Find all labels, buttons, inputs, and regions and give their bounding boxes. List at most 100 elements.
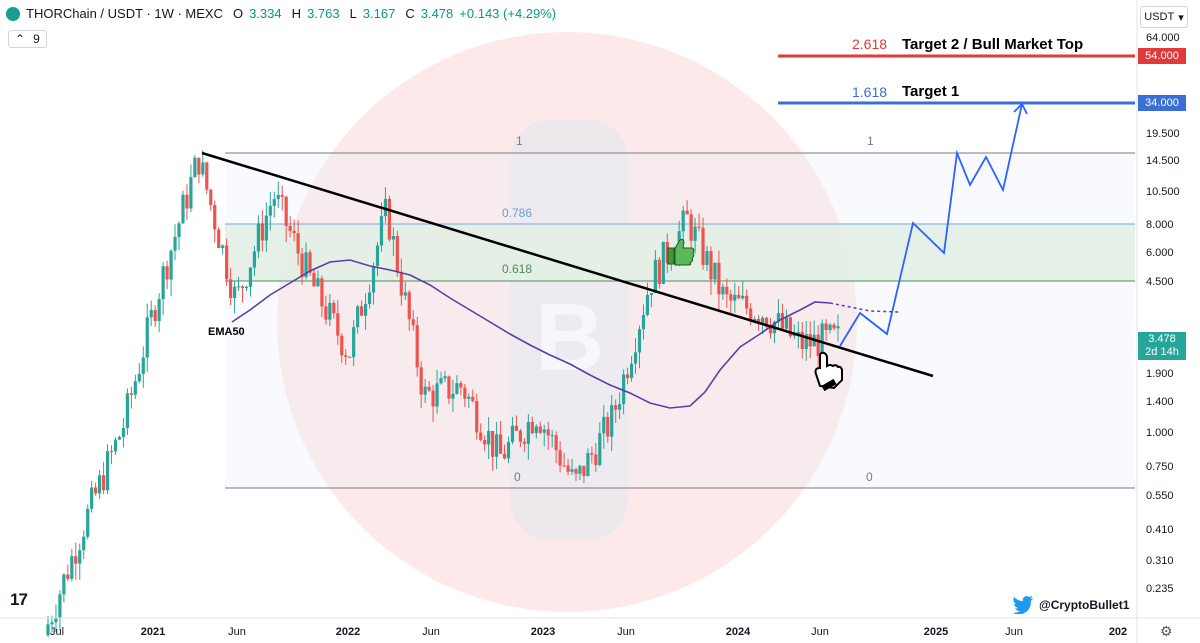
candle-body bbox=[796, 331, 800, 334]
ema50-label: EMA50 bbox=[208, 326, 245, 338]
candle-body bbox=[423, 386, 427, 395]
candle-body bbox=[649, 293, 654, 295]
candle-body bbox=[229, 279, 233, 299]
candle-body bbox=[109, 451, 114, 453]
candle-body bbox=[288, 225, 292, 232]
candle-body bbox=[407, 292, 411, 320]
price-tick-label: 19.500 bbox=[1146, 128, 1180, 140]
candle-body bbox=[570, 469, 574, 472]
candle-body bbox=[510, 425, 515, 443]
candle-body bbox=[356, 306, 360, 328]
fib-label-1b: 1 bbox=[867, 134, 874, 148]
candle-body bbox=[312, 272, 316, 287]
candle-body bbox=[101, 475, 106, 491]
candle-body bbox=[284, 196, 288, 226]
candle-body bbox=[137, 373, 141, 382]
candle-body bbox=[419, 367, 423, 395]
candle-body bbox=[383, 198, 388, 217]
candle-body bbox=[117, 436, 122, 440]
time-tick-label: 2021 bbox=[141, 626, 165, 638]
candle-body bbox=[181, 194, 185, 224]
candle-body bbox=[332, 302, 336, 314]
candle-body bbox=[784, 317, 788, 329]
candle-body bbox=[602, 416, 606, 434]
time-tick-label: 202 bbox=[1109, 626, 1127, 638]
candle-body bbox=[221, 245, 225, 249]
fib-label-0618: 0.618 bbox=[502, 262, 532, 276]
candle-body bbox=[340, 335, 344, 356]
candle-body bbox=[534, 426, 538, 434]
candle-body bbox=[757, 318, 761, 323]
candle-body bbox=[788, 317, 792, 337]
symbol-title[interactable]: THORChain / USDT · 1W · MEXC bbox=[26, 6, 223, 21]
chevron-down-icon: ▾ bbox=[1178, 11, 1184, 24]
target1-ratio: 1.618 bbox=[852, 84, 887, 100]
candle-body bbox=[566, 465, 570, 472]
bar-countdown: 2d 14h bbox=[1145, 346, 1179, 358]
candle-body bbox=[455, 383, 459, 394]
candle-body bbox=[618, 404, 622, 410]
candle-body bbox=[693, 226, 697, 241]
candle-body bbox=[590, 453, 594, 455]
time-tick-label: Jul bbox=[50, 626, 64, 638]
candle-body bbox=[629, 363, 634, 379]
candle-body bbox=[165, 266, 169, 280]
candle-body bbox=[625, 374, 630, 379]
candle-body bbox=[411, 319, 415, 326]
candle-body bbox=[348, 356, 352, 358]
candle-body bbox=[367, 292, 372, 305]
target2-ratio: 2.618 bbox=[852, 36, 887, 52]
author-handle: @CryptoBullet1 bbox=[1039, 598, 1130, 612]
candle-body bbox=[760, 317, 765, 323]
candle-body bbox=[58, 594, 62, 618]
candle-body bbox=[217, 229, 221, 249]
candle-body bbox=[737, 294, 741, 299]
candle-body bbox=[161, 266, 165, 300]
candle-body bbox=[403, 292, 407, 296]
candle-body bbox=[62, 574, 66, 595]
candle-body bbox=[701, 227, 705, 265]
ema50-line bbox=[231, 259, 831, 409]
candle-body bbox=[661, 241, 665, 284]
candle-body bbox=[177, 223, 181, 237]
thumbs-up-icon bbox=[667, 238, 695, 266]
target2-price-tag: 54.000 bbox=[1138, 48, 1186, 64]
candle-body bbox=[316, 278, 320, 287]
candle-body bbox=[498, 434, 503, 454]
candle-body bbox=[439, 378, 443, 384]
tradingview-logo[interactable]: 17 bbox=[10, 590, 28, 609]
candle-body bbox=[633, 352, 638, 364]
candle-body bbox=[586, 453, 590, 477]
candle-body bbox=[86, 508, 90, 537]
candle-body bbox=[530, 421, 534, 434]
settings-gear-icon[interactable]: ⚙ bbox=[1160, 623, 1173, 639]
candle-body bbox=[324, 306, 328, 320]
candle-body bbox=[320, 278, 324, 307]
candle-body bbox=[800, 331, 804, 350]
price-axis: 64.00048.00025.50019.50014.50010.5008.00… bbox=[1146, 32, 1180, 595]
candle-body bbox=[276, 194, 280, 200]
candle-body bbox=[141, 357, 145, 374]
indicators-toggle[interactable]: ⌃ 9 bbox=[8, 30, 47, 48]
candle-body bbox=[606, 416, 610, 437]
candle-body bbox=[153, 310, 157, 322]
candle-body bbox=[105, 451, 110, 491]
currency-selector[interactable]: USDT ▾ bbox=[1140, 6, 1188, 28]
author-credit: @CryptoBullet1 bbox=[1012, 596, 1129, 614]
candle-body bbox=[46, 624, 50, 636]
candle-body bbox=[745, 295, 749, 309]
candle-body bbox=[792, 333, 796, 337]
candle-body bbox=[264, 215, 268, 241]
candle-body bbox=[232, 286, 237, 299]
price-tick-label: 14.500 bbox=[1146, 155, 1180, 167]
candle-body bbox=[344, 355, 348, 357]
candle-body bbox=[725, 286, 729, 295]
price-tick-label: 4.500 bbox=[1146, 276, 1174, 288]
candle-body bbox=[70, 556, 74, 579]
candle-body bbox=[522, 441, 526, 444]
fib-label-1: 1 bbox=[516, 134, 523, 148]
candle-body bbox=[391, 236, 395, 240]
candle-body bbox=[749, 308, 753, 322]
target2-label: Target 2 / Bull Market Top bbox=[902, 36, 1083, 53]
